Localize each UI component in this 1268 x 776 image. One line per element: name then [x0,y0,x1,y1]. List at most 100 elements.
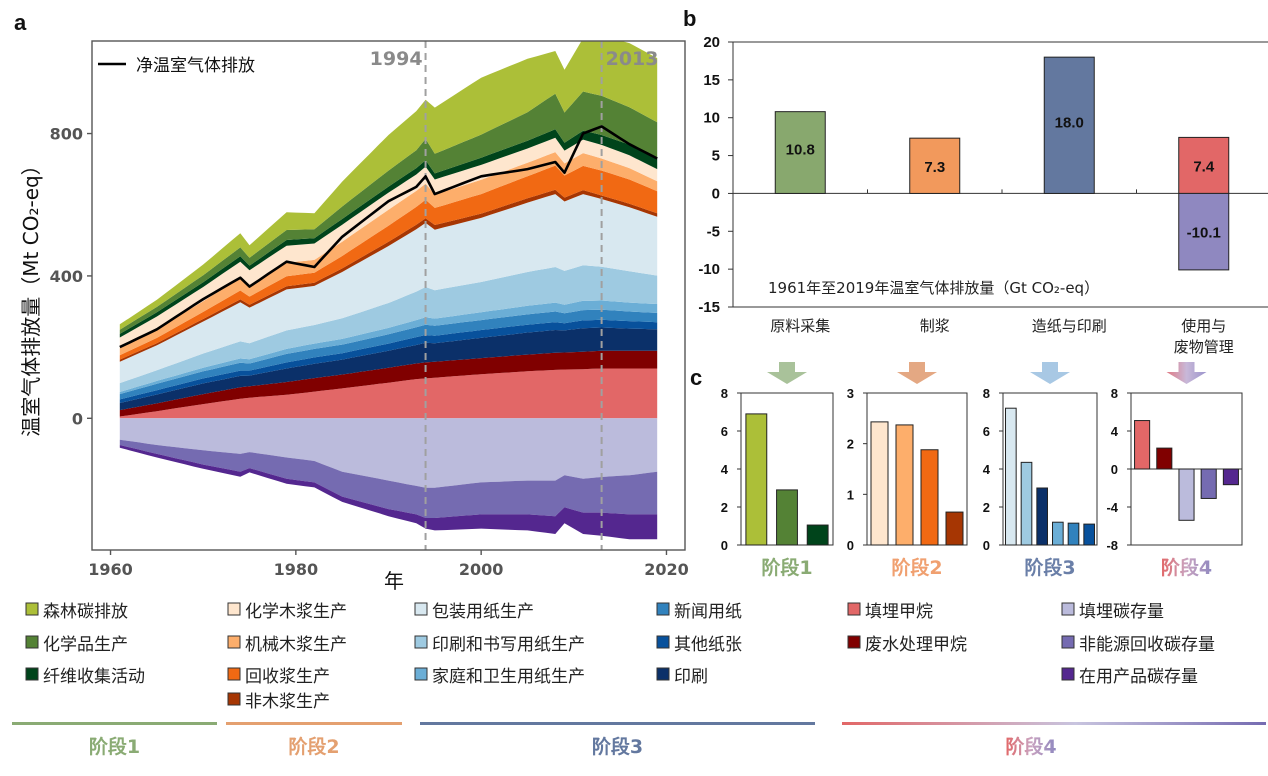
plot-frame [91,40,686,551]
mini-bar-0 [870,421,889,546]
mini-frame [866,392,968,546]
legend-label: 印刷 [674,667,708,687]
y-axis-ticks: -15 -10 -5 0 5 10 15 20 [698,34,733,316]
mini-bar-2 [806,524,829,546]
y-tick-label: 5 [712,148,720,165]
area-positive-6 [119,265,658,392]
legend-item: 非木浆生产 [227,692,330,712]
bar-value-label: 18.0 [1055,114,1084,131]
legend-item: 森林碳排放 [25,602,128,622]
area-positive-9 [119,165,658,360]
area-positive-2 [119,327,658,411]
area-positive-13 [119,91,658,334]
y-axis-ticks: 0 400 800 [50,125,92,428]
y-tick-label: -4 [1106,500,1118,515]
legend-item: 印刷 [656,667,708,687]
chart-note: 1961年至2019年温室气体排放量（Gt CO₂-eq） [768,279,1099,297]
mini-bar-0 [1134,420,1151,470]
mini-bar-0 [745,413,768,546]
y-tick-label: 800 [50,125,83,144]
legend-label: 填埋碳存量 [1079,602,1164,622]
bar-value-label: 10.8 [786,142,815,159]
legend-swatch [847,635,861,649]
legend-label: 回收浆生产 [245,667,330,687]
legend-swatch [227,667,241,681]
bar-0 [774,111,826,194]
mini-bar-4 [1222,468,1239,486]
down-arrow-icon [1166,362,1207,384]
legend-net-emission: 净温室气体排放 [136,56,255,76]
category-label: 废物管理 [1174,338,1234,356]
panel-b-bar-chart: 10.8 7.3 18.0 7.4 -10.1 -15 -10 -5 0 5 10 15 20 原料采… [698,34,1268,356]
y-tick-label: 8 [721,386,728,401]
stage-label-2: 阶段2 [288,735,339,758]
mini-bar-1 [776,489,798,546]
area-positive-4 [119,309,658,400]
legend-label: 包装用纸生产 [432,602,534,622]
area-negative-2 [119,445,658,540]
bar-1 [909,137,961,194]
legend-label: 新闻用纸 [674,602,742,622]
category-label: 制浆 [920,317,950,335]
legend-label: 废水处理甲烷 [865,635,967,655]
stage-divider-3 [420,722,815,725]
legend-swatch [227,692,241,706]
legend-item: 新闻用纸 [656,602,742,622]
area-positive-14 [119,41,658,330]
legend-swatch [414,635,428,649]
x-axis-ticks: 1960 1980 2000 2020 [88,550,689,579]
plot-frame-b [732,41,1268,308]
legend-label: 化学品生产 [43,635,128,655]
category-label: 使用与 [1181,317,1226,335]
legend-label: 森林碳排放 [43,602,128,622]
legend-swatch [227,602,241,616]
legend-swatch [656,667,670,681]
y-tick-label: 6 [983,424,990,439]
x-axis-title: 年 [384,569,404,593]
legend-item: 化学木浆生产 [227,602,347,622]
legend-item: 填埋甲烷 [847,602,933,622]
legend-swatch [656,602,670,616]
legend-swatch [1061,635,1075,649]
mini-chart-stage-4: -8 -4 0 4 8 阶段4 [1106,362,1243,579]
y-tick-label: 4 [983,462,991,477]
stage-divider-2 [226,722,402,725]
stage-title: 阶段3 [1024,556,1075,579]
stage-title: 阶段1 [761,556,812,579]
bar-2 [1043,56,1095,194]
y-tick-label: 20 [703,34,720,51]
legend-swatch [414,602,428,616]
mini-bar-5 [1083,523,1095,546]
stage-label-4: 阶段4 [1005,735,1056,758]
area-negative-1 [119,439,658,518]
y-tick-label: 3 [847,386,854,401]
legend-label: 纤维收集活动 [43,667,145,687]
y-tick-label: -5 [707,223,720,240]
legend-item: 包装用纸生产 [414,602,534,622]
y-tick-label: -8 [1106,538,1118,553]
bars: 10.8 7.3 18.0 7.4 -10.1 [733,56,1268,271]
stage-divider-4 [842,722,1266,725]
legend-item: 机械木浆生产 [227,635,347,655]
legend-label: 机械木浆生产 [245,635,347,655]
legend-swatch [25,667,39,681]
legend-swatch [227,635,241,649]
year-annotations: 1994 2013 [370,48,659,70]
mini-frame [1002,392,1098,546]
bar-value-label: -10.1 [1187,225,1221,242]
legend-item: 在用产品碳存量 [1061,667,1198,687]
panel-letter-a: a [14,10,27,35]
category-label: 造纸与印刷 [1032,317,1107,335]
x-tick-label: 2020 [644,560,689,579]
y-tick-label: 0 [847,538,854,553]
y-axis-title: 温室气体排放量（Mt CO₂-eq） [19,155,43,436]
annotation-label-1994: 1994 [370,48,423,70]
y-tick-label: 400 [50,267,83,286]
area-positive-0 [119,368,658,419]
legend-swatch [1061,602,1075,616]
stage-label-3: 阶段3 [592,735,643,758]
bar-3 [1178,136,1230,194]
area-positive-11 [119,137,658,349]
y-tick-label: 0 [1111,462,1118,477]
